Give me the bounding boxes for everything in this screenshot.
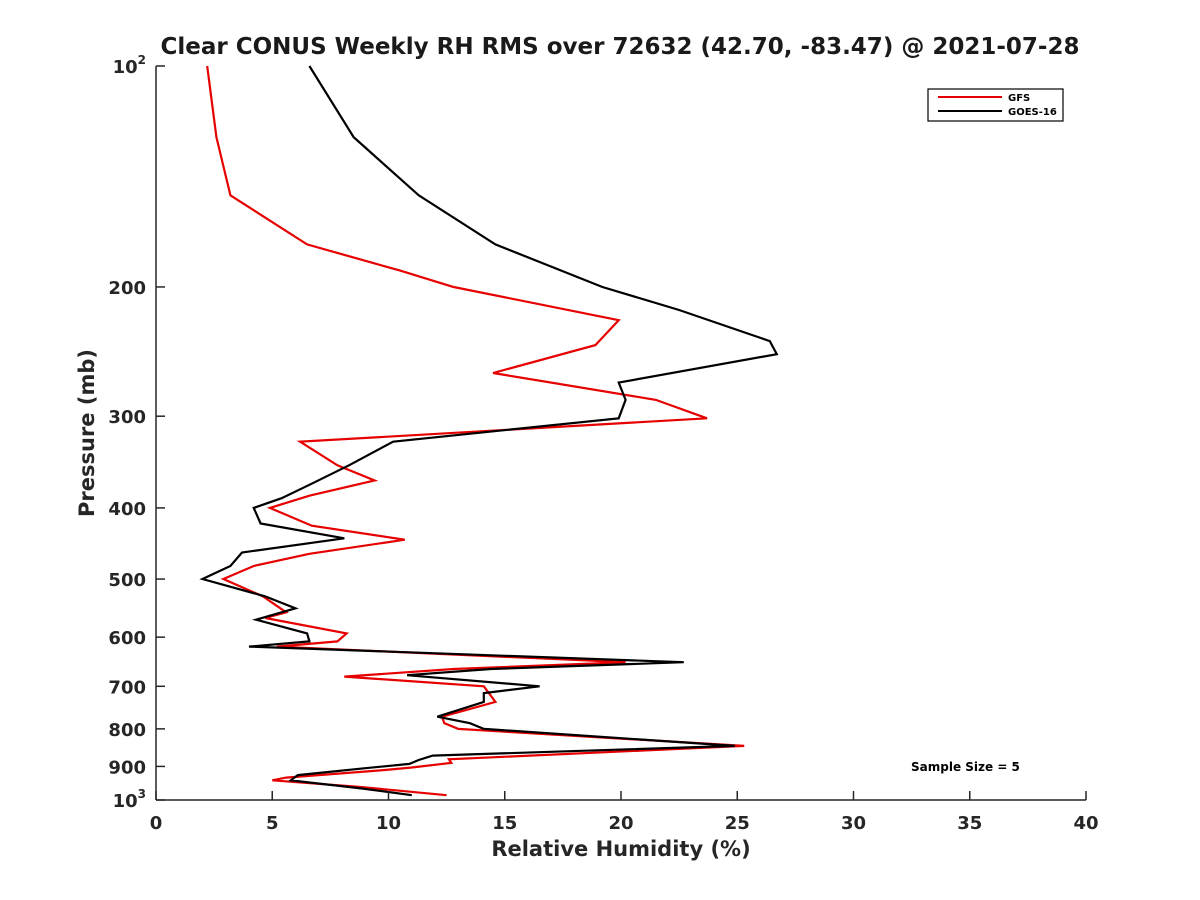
y-tick-label: 900: [108, 757, 146, 778]
x-tick-label: 10: [376, 813, 401, 834]
x-axis-label: Relative Humidity (%): [491, 837, 750, 861]
x-tick-label: 30: [841, 813, 866, 834]
series-layer: [199, 65, 779, 797]
y-ticks: 102 200 300 400 500 600 700 800 900 103: [108, 53, 165, 812]
legend: GFS GOES-16: [927, 88, 1064, 122]
x-tick-label: 0: [150, 813, 163, 834]
x-tick-label: 15: [492, 813, 517, 834]
x-tick-label: 25: [725, 813, 750, 834]
y-tick-label: 600: [108, 628, 146, 649]
y-tick-label: 700: [108, 677, 146, 698]
x-tick-label: 20: [608, 813, 633, 834]
x-tick-label: 5: [266, 813, 279, 834]
plot-area: 0 5 10 15 20 25 30 35 40 102 200 300 400 500 600 700 80…: [108, 53, 1098, 834]
y-tick-label: 200: [108, 278, 146, 299]
y-tick-label: 102: [113, 53, 146, 78]
y-tick-label: 800: [108, 720, 146, 741]
x-tick-label: 35: [957, 813, 982, 834]
y-axis-label: Pressure (mb): [75, 349, 99, 517]
chart-title: Clear CONUS Weekly RH RMS over 72632 (42…: [161, 34, 1080, 60]
y-tick-label: 103: [113, 787, 146, 812]
x-ticks: 0 5 10 15 20 25 30 35 40: [150, 791, 1099, 834]
y-tick-label: 300: [108, 407, 146, 428]
y-tick-label: 400: [108, 499, 146, 520]
series-line-gfs: [206, 65, 745, 797]
legend-label-goes-16: GOES-16: [1008, 107, 1057, 118]
y-tick-label: 500: [108, 570, 146, 591]
legend-label-gfs: GFS: [1008, 93, 1030, 104]
x-tick-label: 40: [1073, 813, 1098, 834]
series-line-goes-16: [199, 65, 779, 797]
sample-size-annotation: Sample Size = 5: [911, 760, 1020, 774]
legend-box: [927, 88, 1064, 122]
